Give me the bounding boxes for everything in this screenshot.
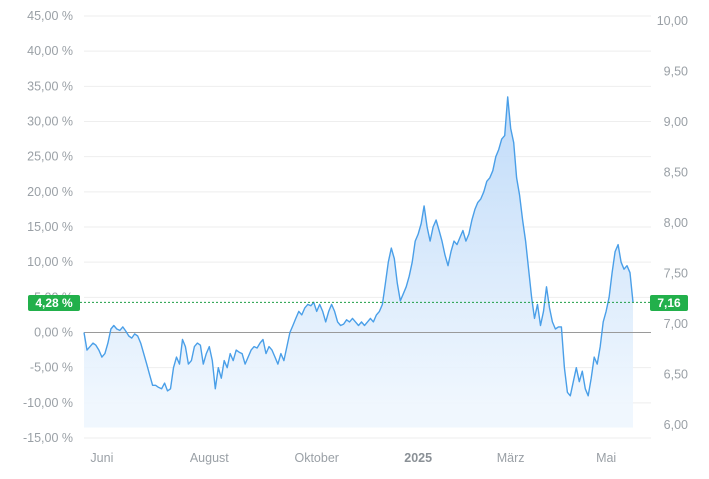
left-axis-tick: 25,00 % xyxy=(27,150,73,164)
current-price-badge: 7,16 xyxy=(650,295,688,311)
x-axis-label: Oktober xyxy=(294,451,338,465)
left-axis-tick: 45,00 % xyxy=(27,9,73,23)
right-axis-tick: 6,00 xyxy=(664,418,688,432)
right-axis-tick: 8,50 xyxy=(664,165,688,179)
left-axis-tick: 35,00 % xyxy=(27,79,73,93)
right-axis-tick: 7,00 xyxy=(664,317,688,331)
series-line xyxy=(83,96,634,397)
right-axis-tick: 8,00 xyxy=(664,216,688,230)
x-axis-label: Mai xyxy=(596,451,616,465)
left-axis-tick: 15,00 % xyxy=(27,220,73,234)
left-axis-tick: -10,00 % xyxy=(23,396,73,410)
current-percent-badge: 4,28 % xyxy=(28,295,80,311)
right-axis-tick: 9,00 xyxy=(664,115,688,129)
series-area xyxy=(84,96,633,428)
x-axis-label: Juni xyxy=(90,451,113,465)
right-axis-tick: 7,50 xyxy=(664,266,688,280)
left-axis-tick: 10,00 % xyxy=(27,255,73,269)
right-axis-tick: 6,50 xyxy=(664,367,688,381)
left-axis-tick: 0,00 % xyxy=(34,326,73,340)
x-axis-label: 2025 xyxy=(404,451,432,465)
left-axis-tick: 30,00 % xyxy=(27,115,73,129)
right-axis-tick: 9,50 xyxy=(664,65,688,79)
left-axis-tick: -15,00 % xyxy=(23,431,73,445)
left-axis-tick: 20,00 % xyxy=(27,185,73,199)
right-axis-tick: 10,00 xyxy=(657,14,688,28)
left-axis-tick: -5,00 % xyxy=(30,361,73,375)
x-axis-label: März xyxy=(497,451,525,465)
left-axis-tick: 40,00 % xyxy=(27,44,73,58)
x-axis-label: August xyxy=(190,451,229,465)
